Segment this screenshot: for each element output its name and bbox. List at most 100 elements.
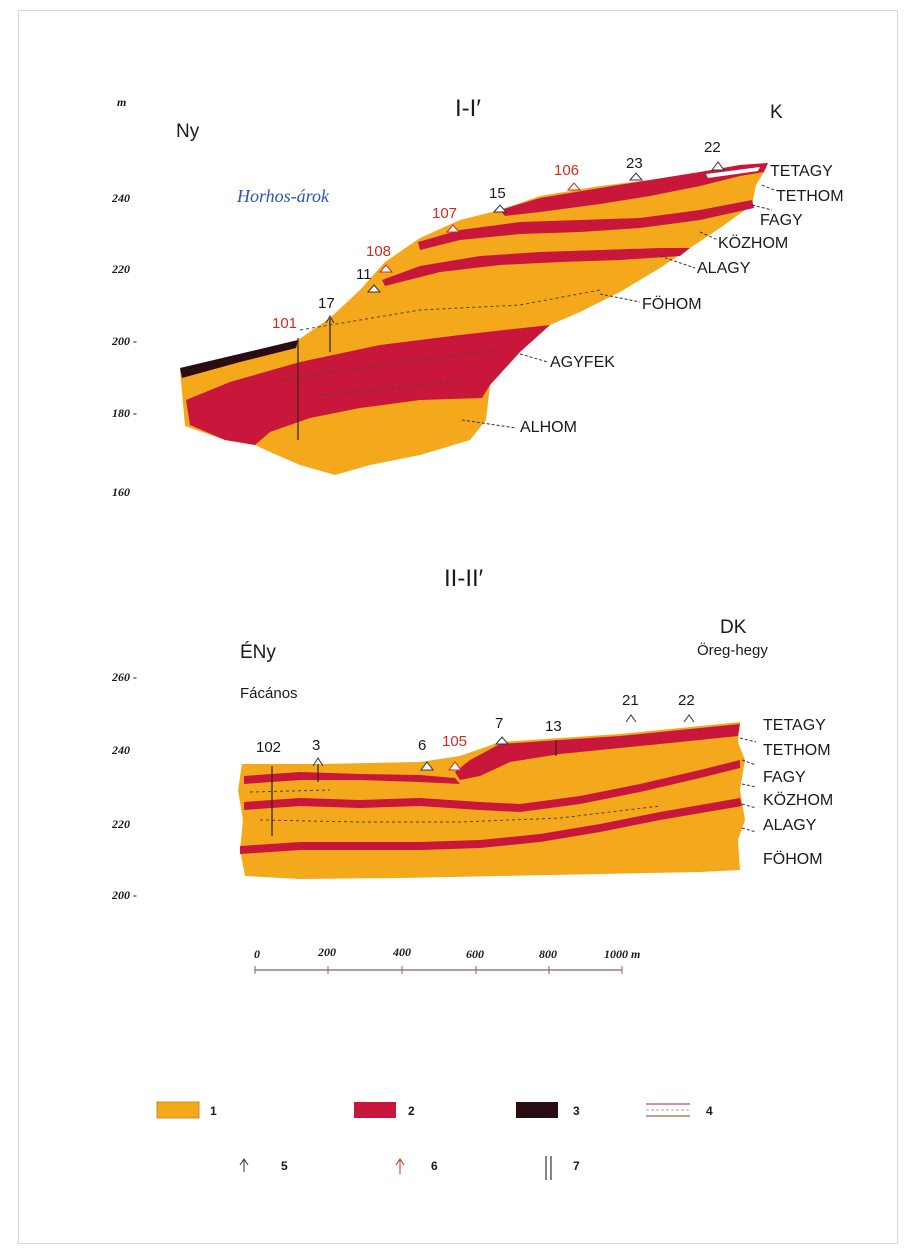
legend-swatch-1	[156, 1101, 200, 1119]
elevation-240: 240	[111, 191, 130, 205]
well-label-101: 101	[272, 315, 297, 332]
legend-swatch-3	[516, 1102, 558, 1118]
well-107-marker	[445, 224, 461, 233]
layer-label-fagy: FAGY	[760, 212, 803, 229]
section-1-dashed-boundaries	[279, 289, 601, 396]
layer-label-alagy-ii: ALAGY	[763, 817, 817, 834]
elevation-200: 200 -	[111, 334, 137, 348]
well-105-marker	[448, 761, 462, 771]
elevation-220-ii: 220	[111, 817, 130, 831]
legend-num-4: 4	[706, 1104, 713, 1118]
figure-frame	[18, 10, 898, 1244]
section-1: I-I′ m Ny K Horhos-árok 240 220 200 - 18…	[111, 95, 844, 499]
legend-swatch-5	[239, 1158, 249, 1172]
well-label-22: 22	[704, 139, 721, 156]
legend-swatch-7	[545, 1156, 552, 1180]
layer-label-tethom: TETHOM	[776, 188, 844, 205]
well-label-21: 21	[622, 692, 639, 709]
layer-kozhom-band-ii	[244, 760, 740, 812]
facanos-label: Fácános	[240, 685, 298, 702]
layer-tetagy-band-ii	[455, 724, 740, 780]
well-3-marker	[312, 757, 324, 767]
layer-label-alagy: ALAGY	[697, 260, 751, 277]
well-label-106: 106	[554, 162, 579, 179]
elevation-220: 220	[111, 262, 130, 276]
well-11-marker	[366, 284, 382, 293]
elevation-180: 180 -	[112, 406, 137, 420]
scale-tick-800: 800	[539, 947, 557, 961]
layer-label-tetagy: TETAGY	[770, 163, 833, 180]
layer-fagy-band	[418, 200, 754, 250]
scale-tick-1000: 1000 m	[604, 947, 640, 961]
legend-num-7: 7	[573, 1159, 580, 1173]
scale-bar-ticks	[254, 966, 623, 974]
horhos-arok-label: Horhos-árok	[236, 186, 330, 206]
elevation-160: 160	[112, 485, 130, 499]
scale-tick-0: 0	[254, 947, 260, 961]
well-label-105: 105	[442, 733, 467, 750]
layer-alagy-band	[382, 248, 690, 286]
layer-label-tethom-ii: TETHOM	[763, 742, 831, 759]
well-label-22-ii: 22	[678, 692, 695, 709]
layer-label-alhom: ALHOM	[520, 419, 577, 436]
well-17-marker	[325, 314, 335, 324]
well-22-ii-marker	[683, 714, 695, 723]
legend-num-6: 6	[431, 1159, 438, 1173]
section-2-dashed-boundaries	[249, 789, 661, 823]
legend-num-2: 2	[408, 1104, 415, 1118]
section-1-unit: m	[117, 95, 126, 109]
section-1-leader-lines	[461, 184, 775, 429]
well-label-108: 108	[366, 243, 391, 260]
well-108-marker	[378, 264, 394, 273]
layer-label-tetagy-ii: TETAGY	[763, 717, 826, 734]
well-label-107: 107	[432, 205, 457, 222]
layer-label-fohom: FÖHOM	[642, 295, 702, 313]
layer-label-fagy-ii: FAGY	[763, 769, 806, 786]
well-22-marker	[711, 161, 725, 171]
section-2-east: DK	[720, 617, 747, 638]
legend-num-5: 5	[281, 1159, 288, 1173]
section-1-black-layer	[180, 340, 298, 378]
legend-swatch-4	[646, 1103, 690, 1117]
well-label-13: 13	[545, 718, 562, 735]
layer-white-sliver	[706, 167, 760, 178]
layer-label-agyfek: AGYFEK	[550, 354, 615, 371]
legend-num-1: 1	[210, 1104, 217, 1118]
elevation-200-ii: 200 -	[111, 888, 137, 902]
well-label-11: 11	[356, 266, 372, 283]
well-15-marker	[492, 204, 508, 213]
legend-swatch-6	[395, 1158, 405, 1174]
scale-tick-400: 400	[392, 945, 411, 959]
section-1-west: Ny	[176, 121, 200, 142]
scale-tick-200: 200	[317, 945, 336, 959]
section-2-title: II-II′	[444, 565, 484, 592]
elevation-260: 260 -	[111, 670, 137, 684]
layer-label-kozhom-ii: KÖZHOM	[763, 791, 833, 809]
well-23-marker	[628, 172, 644, 181]
section-1-title: I-I′	[455, 95, 481, 122]
section-2: II-II′ ÉNy DK Fácános Öreg-hegy 260 - 24…	[111, 565, 833, 902]
legend-num-3: 3	[573, 1104, 580, 1118]
scale-bar: 0 200 400 600 800 1000 m	[254, 945, 640, 974]
layer-label-fohom-ii: FÖHOM	[763, 850, 823, 868]
section-1-east: K	[770, 102, 783, 123]
well-label-7: 7	[495, 715, 503, 732]
well-106-marker	[566, 182, 582, 191]
legend: 1 2 3 4 5 6 7	[156, 1101, 713, 1180]
oreg-hegy-label: Öreg-hegy	[697, 641, 768, 659]
well-7-marker	[494, 736, 510, 745]
scale-tick-600: 600	[466, 947, 484, 961]
section-2-orange-body	[238, 722, 745, 879]
section-2-west: ÉNy	[240, 642, 276, 663]
well-label-3: 3	[312, 737, 320, 754]
well-label-23: 23	[626, 155, 643, 172]
well-label-15: 15	[489, 185, 506, 202]
legend-swatch-2	[354, 1102, 396, 1118]
well-6-marker	[420, 761, 434, 771]
layer-fagy-band-ii	[244, 772, 460, 784]
layer-label-kozhom: KÖZHOM	[718, 234, 788, 252]
layer-tetagy-band	[500, 163, 768, 216]
well-label-102: 102	[256, 739, 281, 756]
well-21-marker	[625, 714, 637, 723]
